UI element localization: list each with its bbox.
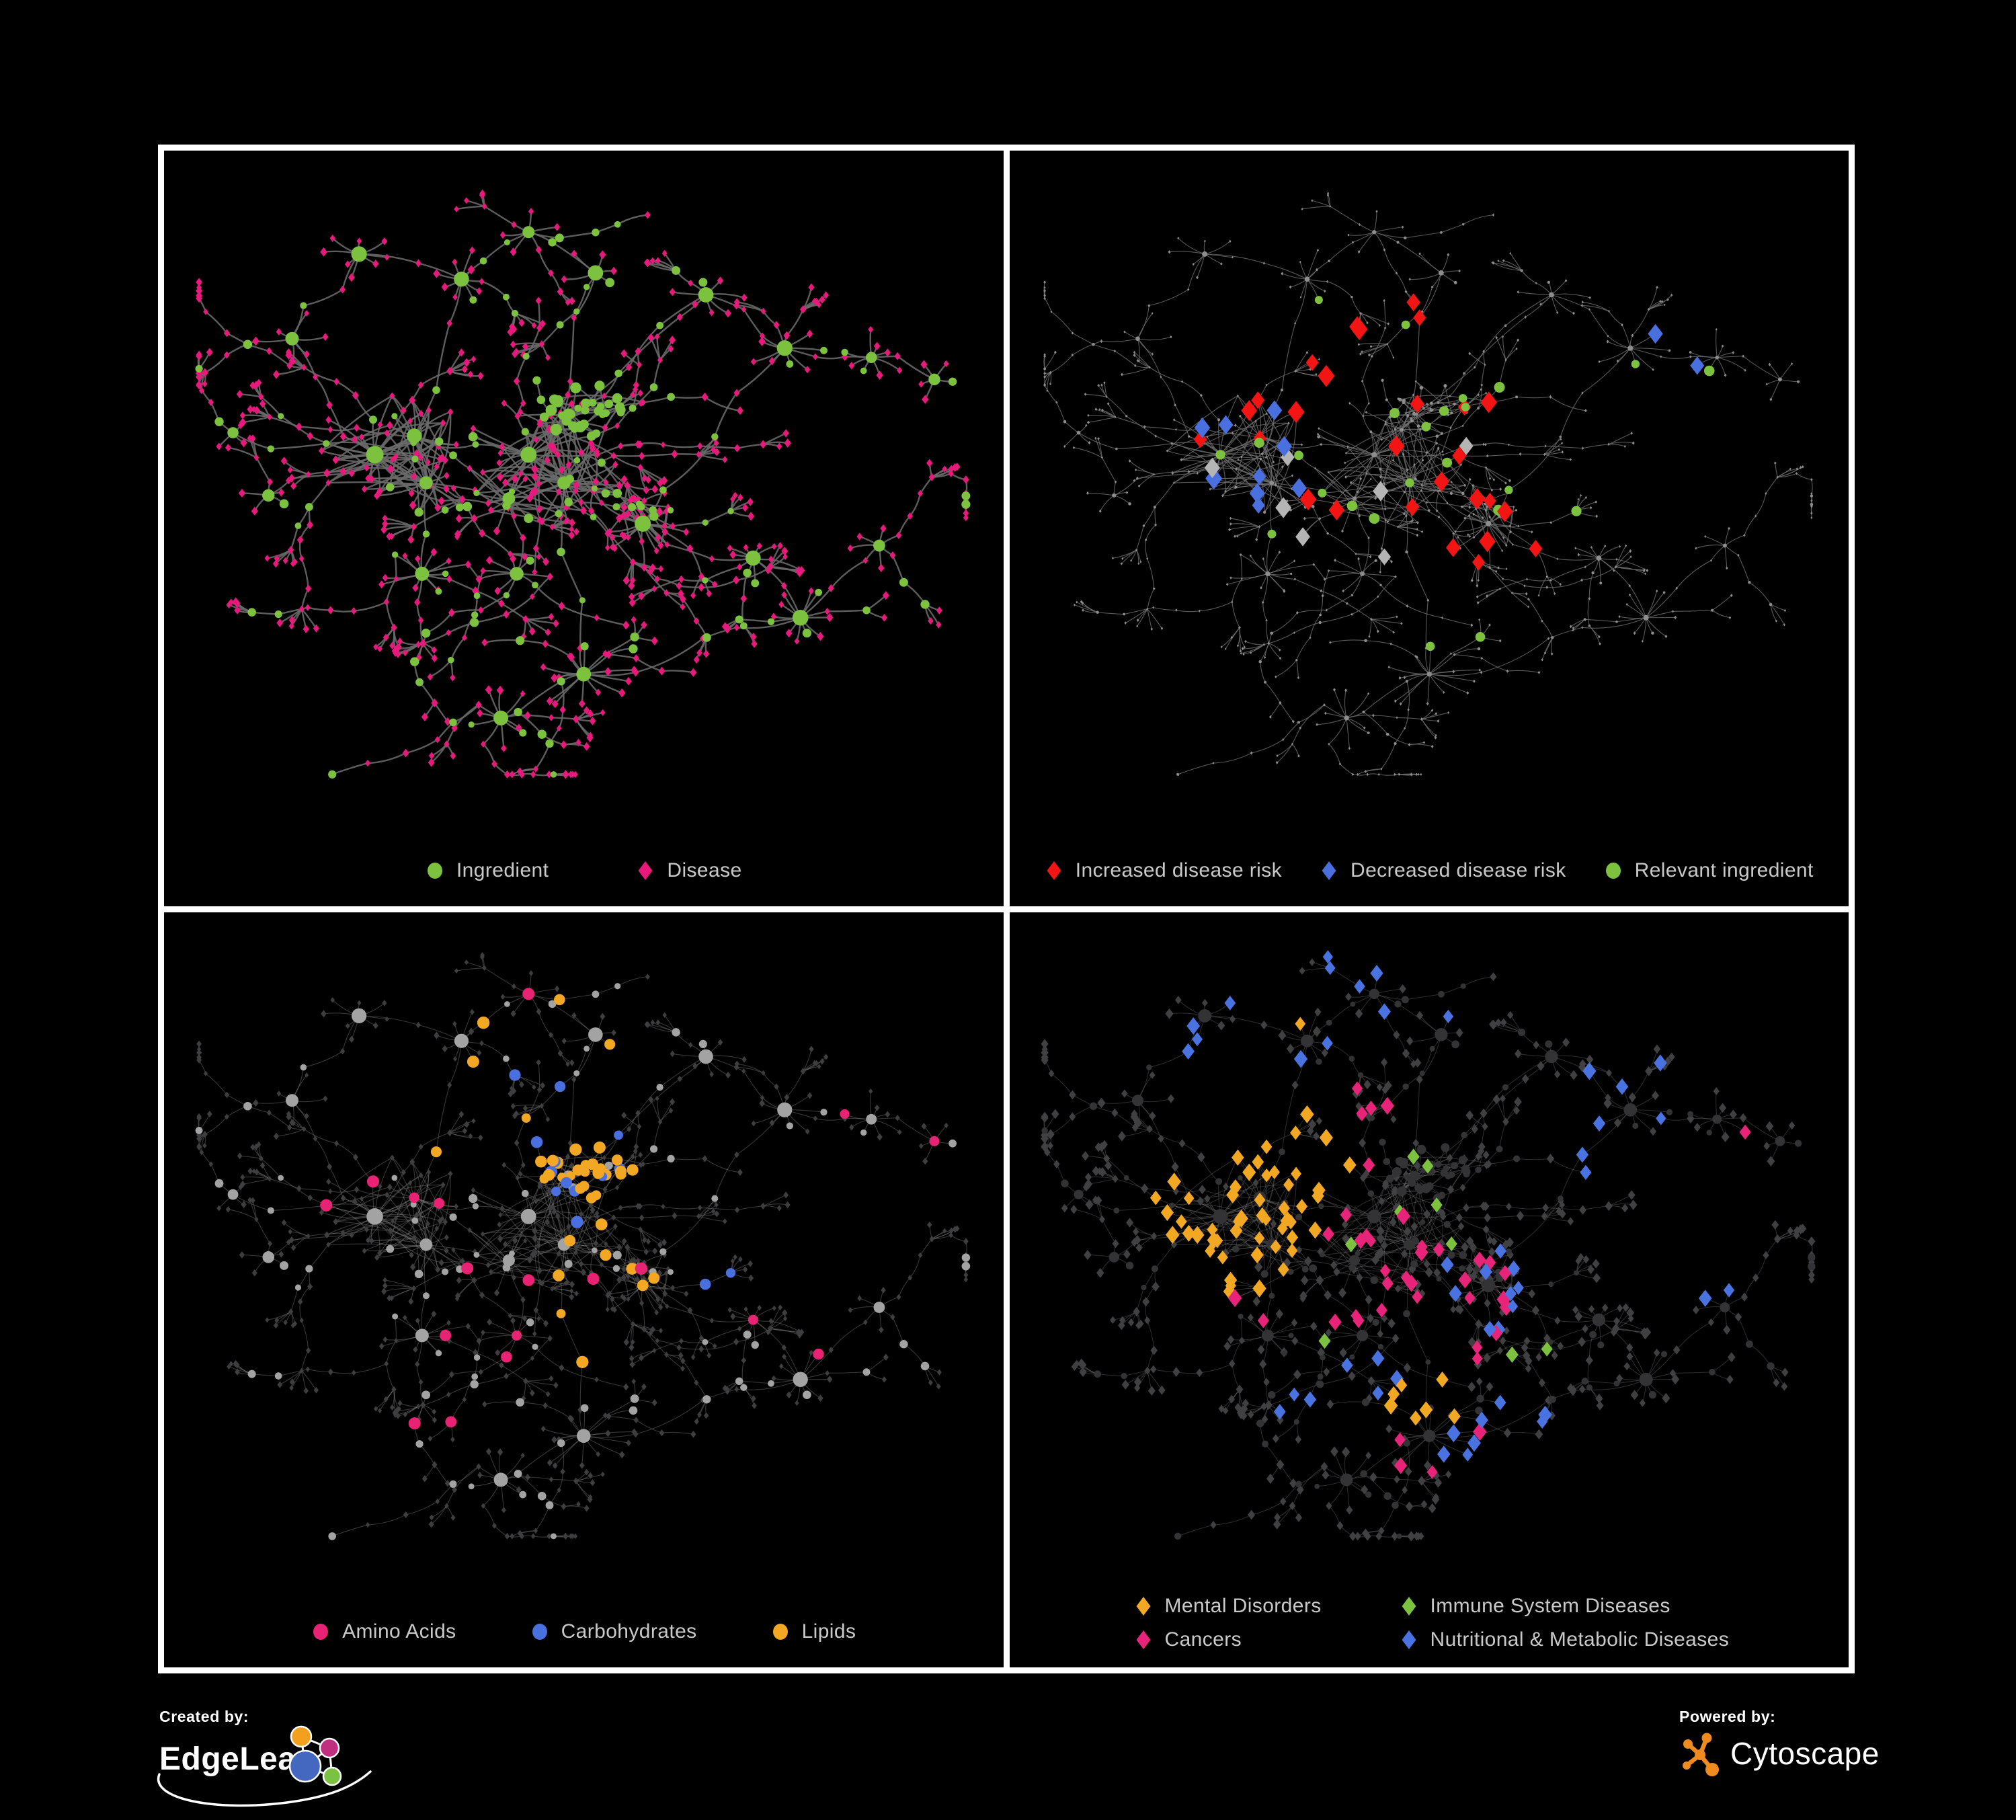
network-canvas-2 [1043,192,1813,777]
lipids-marker-icon [772,1624,788,1640]
legend-label-disease: Disease [667,859,742,881]
panel-legend-4: Mental Disorders Immune System Diseases Ca… [1010,1595,1849,1651]
nutritional-metabolic-diseases-marker-icon [1402,1630,1416,1649]
immune-system-diseases-marker-icon [1402,1597,1416,1616]
created-by-block: Created by: EdgeLeap [157,1708,442,1815]
decreased-disease-risk-marker-icon [1322,861,1336,880]
legend-label-ingredient: Ingredient [456,859,549,881]
relevant-ingredient-marker-icon [1605,862,1621,879]
panel-legend-3: Amino Acids Carbohydrates Lipids [164,1620,1004,1643]
disease-marker-icon [638,861,653,880]
legend-label-mental-disorders: Mental Disorders [1164,1595,1322,1617]
powered-by-label: Powered by: [1679,1708,1776,1725]
legend-item-carbohydrates: Carbohydrates [530,1620,697,1643]
legend-item-disease: Disease [636,859,741,882]
legend-item-increased-disease-risk: Increased disease risk [1045,859,1282,882]
panel-legend-2: Increased disease risk Decreased disease … [1010,859,1849,882]
network-canvas-3 [195,951,971,1540]
amino-acids-marker-icon [313,1624,329,1640]
cancers-marker-icon [1136,1630,1150,1649]
edgeleap-nodes-icon [288,1725,342,1786]
legend-item-decreased-disease-risk: Decreased disease risk [1320,859,1566,882]
legend-item-mental-disorders: Mental Disorders [1134,1595,1383,1618]
legend-label-increased-disease-risk: Increased disease risk [1075,859,1283,881]
panel-nutrient-classes: Amino Acids Carbohydrates Lipids [164,912,1004,1667]
powered-by-block: Powered by: Cytoscape [1679,1708,1975,1809]
cytoscape-wordmark: Cytoscape [1730,1736,1880,1771]
legend-label-immune-system-diseases: Immune System Diseases [1430,1595,1670,1617]
legend-label-decreased-disease-risk: Decreased disease risk [1350,859,1566,881]
increased-disease-risk-marker-icon [1047,861,1061,880]
legend-item-amino-acids: Amino Acids [311,1620,456,1643]
legend-label-carbohydrates: Carbohydrates [561,1620,697,1643]
mental-disorders-marker-icon [1136,1597,1150,1616]
created-by-label: Created by: [159,1708,249,1725]
network-canvas-4 [1040,949,1816,1542]
legend-item-nutritional-metabolic-diseases: Nutritional & Metabolic Diseases [1400,1628,1730,1651]
ingredient-marker-icon [427,862,442,879]
legend-label-amino-acids: Amino Acids [342,1620,456,1643]
panel-disease-risk: Increased disease risk Decreased disease … [1009,151,1849,906]
panel-legend-1: Ingredient Disease [164,859,1004,882]
legend-label-lipids: Lipids [801,1620,856,1643]
legend-item-cancers: Cancers [1134,1628,1383,1651]
figure-frame: Ingredient Disease Increased disease risk… [158,145,1855,1673]
legend-label-cancers: Cancers [1164,1628,1242,1651]
edgeleap-swoosh-icon [157,1770,372,1807]
edgeleap-logo: EdgeLeap [157,1725,442,1812]
legend-item-ingredient: Ingredient [426,859,549,882]
legend-label-nutritional-metabolic-diseases: Nutritional & Metabolic Diseases [1430,1628,1730,1651]
legend-item-relevant-ingredient: Relevant ingredient [1604,859,1814,882]
legend-label-relevant-ingredient: Relevant ingredient [1634,859,1814,881]
network-canvas-1 [195,189,971,779]
legend-item-immune-system-diseases: Immune System Diseases [1400,1595,1730,1618]
legend-item-lipids: Lipids [771,1620,856,1643]
panel-ingredient-disease: Ingredient Disease [164,151,1004,906]
cytoscape-logo-icon [1683,1733,1719,1776]
panel-disease-classes: Mental Disorders Immune System Diseases Ca… [1009,912,1849,1667]
carbohydrates-marker-icon [532,1624,547,1640]
